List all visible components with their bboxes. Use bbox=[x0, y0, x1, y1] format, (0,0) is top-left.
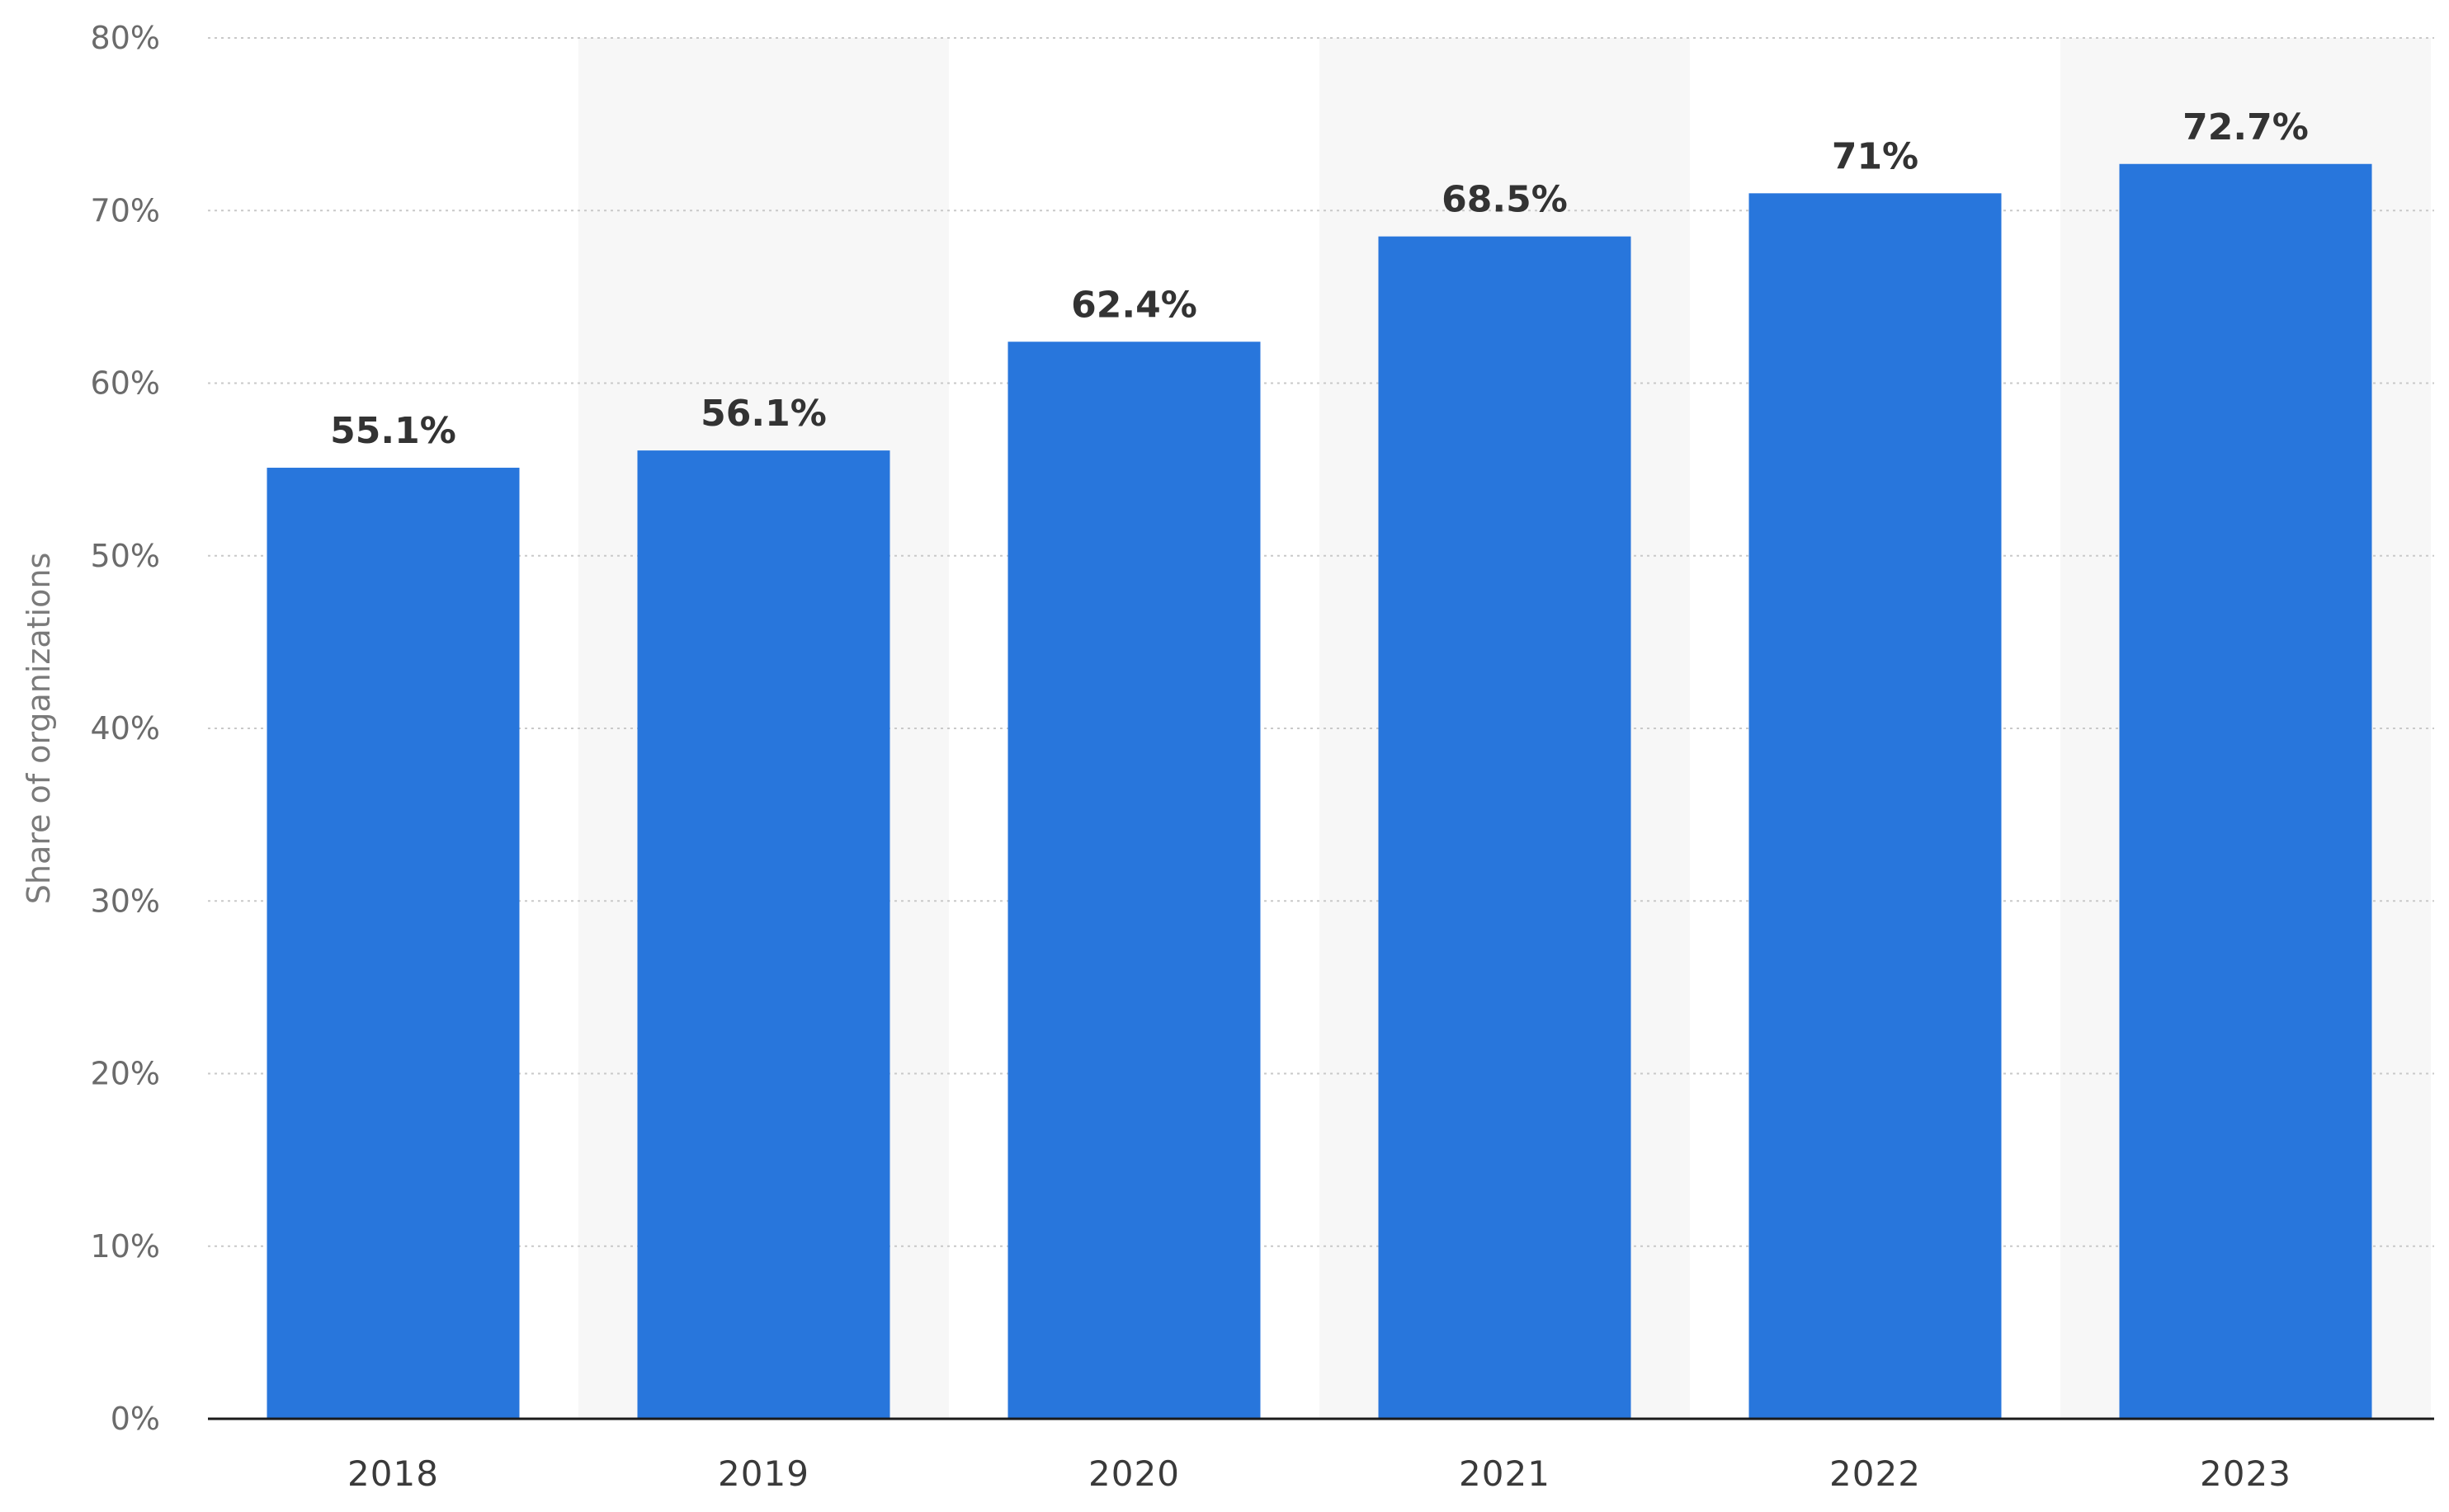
y-tick-label: 30% bbox=[91, 883, 160, 919]
value-label-2020: 62.4% bbox=[1071, 284, 1197, 326]
value-label-2023: 72.7% bbox=[2182, 106, 2309, 148]
value-labels: 55.1% 56.1% 62.4% 68.5% 71% 72.7% bbox=[330, 106, 2309, 452]
y-tick-label: 50% bbox=[91, 538, 160, 574]
x-tick-label-2021: 2021 bbox=[1459, 1453, 1550, 1494]
x-tick-label-2020: 2020 bbox=[1088, 1453, 1180, 1494]
value-label-2021: 68.5% bbox=[1442, 179, 1568, 221]
y-axis-title: Share of organizations bbox=[21, 553, 57, 905]
y-tick-label: 80% bbox=[91, 20, 160, 56]
y-tick-label: 0% bbox=[111, 1401, 160, 1437]
x-tick-label-2022: 2022 bbox=[1829, 1453, 1921, 1494]
bar-2022[interactable] bbox=[1748, 193, 2002, 1420]
value-label-2018: 55.1% bbox=[330, 410, 456, 452]
x-tick-label-2023: 2023 bbox=[2200, 1453, 2291, 1494]
bar-2020[interactable] bbox=[1007, 341, 1261, 1419]
x-tick-label-2018: 2018 bbox=[347, 1453, 439, 1494]
value-label-2022: 71% bbox=[1832, 135, 1918, 177]
y-tick-label: 40% bbox=[91, 710, 160, 747]
y-tick-label: 10% bbox=[91, 1228, 160, 1265]
bar-2019[interactable] bbox=[637, 450, 890, 1420]
x-axis-labels: 2018 2019 2020 2021 2022 2023 bbox=[347, 1453, 2291, 1494]
bar-2021[interactable] bbox=[1378, 236, 1631, 1420]
value-label-2019: 56.1% bbox=[701, 393, 827, 435]
gridlines bbox=[208, 37, 2434, 1247]
x-tick-label-2019: 2019 bbox=[718, 1453, 809, 1494]
y-tick-label: 20% bbox=[91, 1056, 160, 1092]
y-tick-label: 60% bbox=[91, 365, 160, 402]
bars bbox=[267, 163, 2372, 1420]
y-tick-label: 70% bbox=[91, 192, 160, 228]
y-axis-ticks: 0% 10% 20% 30% 40% 50% 60% 70% 80% bbox=[91, 20, 160, 1437]
bar-2018[interactable] bbox=[267, 468, 520, 1419]
bar-2023[interactable] bbox=[2119, 163, 2372, 1420]
